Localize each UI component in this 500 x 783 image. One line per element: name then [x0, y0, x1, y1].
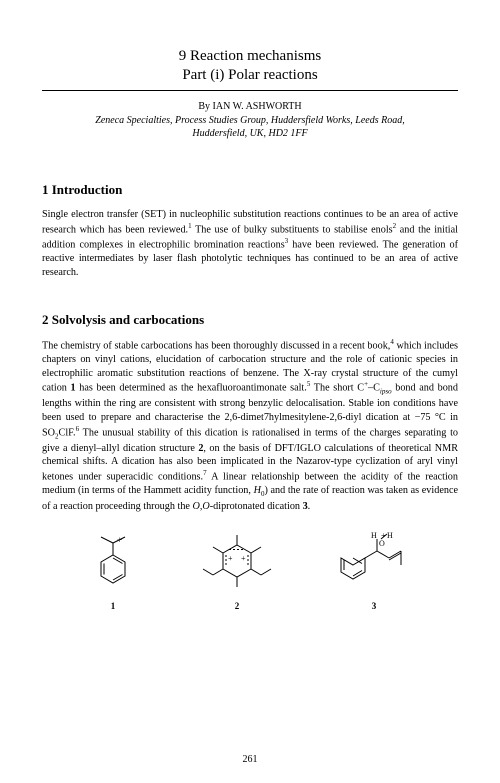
svg-text:H: H [387, 531, 393, 540]
structure-2-svg: + + [189, 527, 285, 597]
section-2-heading: 2 Solvolysis and carbocations [42, 312, 458, 328]
structure-3-label: 3 [335, 601, 413, 611]
chapter-number-title: 9 Reaction mechanisms [42, 48, 458, 65]
page-number: 261 [0, 754, 500, 765]
structure-3: H + O H 3 [335, 527, 413, 611]
text-run: The short C [310, 383, 364, 394]
affiliation-line-1: Zeneca Specialties, Process Studies Grou… [95, 115, 404, 126]
svg-text:+: + [117, 535, 122, 545]
affiliation-line-2: Huddersfield, UK, HD2 1FF [192, 128, 307, 139]
byline: By IAN W. ASHWORTH [42, 101, 458, 112]
text-run: -diprotonated dication [210, 501, 303, 512]
italic-symbol: H [254, 485, 261, 496]
svg-text:+: + [241, 554, 246, 563]
structure-2: + + 2 [189, 527, 285, 611]
author-name: IAN W. ASHWORTH [213, 101, 302, 112]
affiliation: Zeneca Specialties, Process Studies Grou… [42, 114, 458, 140]
byline-prefix: By [198, 101, 212, 112]
svg-text:+: + [228, 554, 233, 563]
svg-text:H: H [371, 531, 377, 540]
structure-3-svg: H + O H [335, 527, 413, 597]
text-run: The use of bulky substituents to stabili… [192, 224, 393, 235]
text-run: . [308, 501, 311, 512]
title-rule [42, 90, 458, 91]
text-run: ClF. [59, 427, 76, 438]
chemical-structures-row: + 1 + + [42, 527, 458, 611]
subscript: ipso [380, 388, 392, 396]
section-1-heading: 1 Introduction [42, 182, 458, 198]
text-run: The chemistry of stable carbocations has… [42, 340, 390, 351]
structure-1-svg: + [87, 527, 139, 597]
section-2-paragraph: The chemistry of stable carbocations has… [42, 338, 458, 514]
section-1-paragraph: Single electron transfer (SET) in nucleo… [42, 208, 458, 280]
italic-symbol: O,O [193, 501, 210, 512]
svg-text:O: O [379, 539, 385, 548]
text-run: –C [368, 383, 380, 394]
chapter-part-title: Part (i) Polar reactions [42, 67, 458, 84]
structure-1-label: 1 [87, 601, 139, 611]
text-run: has been determined as the hexafluoroant… [76, 383, 307, 394]
structure-2-label: 2 [189, 601, 285, 611]
structure-1: + 1 [87, 527, 139, 611]
